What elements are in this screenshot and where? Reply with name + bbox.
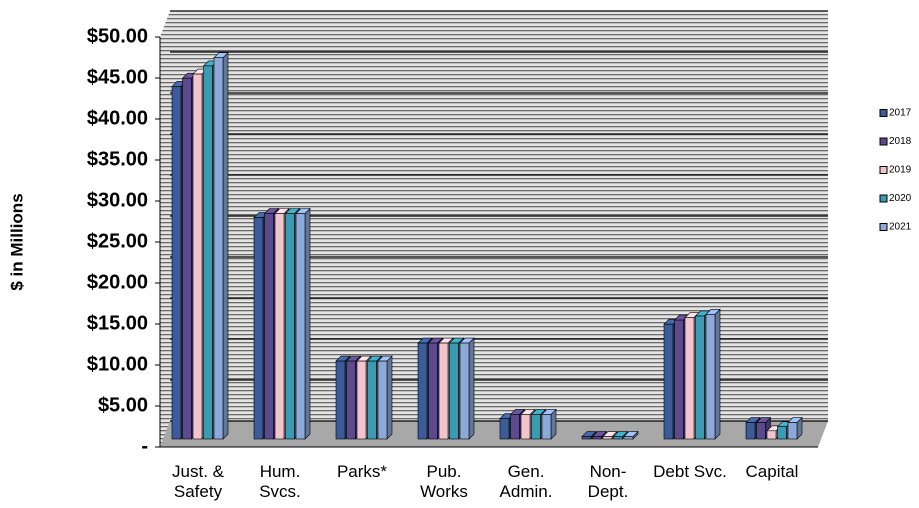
bar xyxy=(285,213,295,440)
bar xyxy=(613,436,623,440)
bar xyxy=(581,436,592,440)
bar xyxy=(417,342,428,440)
bar xyxy=(674,319,684,440)
bar xyxy=(356,360,367,440)
back-wall xyxy=(160,11,828,447)
x-tick-label: Debt Svc. xyxy=(653,462,727,481)
bar xyxy=(777,426,787,440)
bar xyxy=(510,414,520,440)
bar xyxy=(253,217,264,440)
y-tick-label: $30.00 xyxy=(87,189,148,211)
legend-label: 2019 xyxy=(889,165,912,176)
legend-swatch xyxy=(879,166,888,174)
bar xyxy=(623,436,634,440)
bar xyxy=(192,73,203,440)
bar xyxy=(592,436,602,440)
y-axis-title: $ in Millions xyxy=(7,193,26,290)
x-tick-label: Capital xyxy=(745,462,799,481)
y-tick-label: $20.00 xyxy=(87,271,148,293)
bar-side xyxy=(386,355,393,440)
bar xyxy=(531,414,541,440)
y-tick-label: $5.00 xyxy=(98,394,148,416)
y-tick-label: - xyxy=(141,435,148,457)
bar-group xyxy=(213,51,229,440)
bar-group xyxy=(377,355,393,440)
bar xyxy=(335,360,346,440)
bar xyxy=(695,315,705,440)
bar xyxy=(459,342,470,440)
x-tick-label: Just. & Safety xyxy=(172,462,224,501)
legend-label: 2017 xyxy=(889,108,912,119)
bar xyxy=(213,57,224,440)
bar xyxy=(182,77,192,440)
bar xyxy=(787,422,798,440)
bar-group xyxy=(787,416,803,440)
legend-label: 2018 xyxy=(889,136,912,147)
bar xyxy=(756,422,766,440)
bar-group xyxy=(295,207,311,440)
y-tick-label: $15.00 xyxy=(87,312,148,334)
x-tick-label: Hum. Svcs. xyxy=(259,462,301,501)
bar xyxy=(499,418,510,440)
bar xyxy=(428,342,438,440)
bar xyxy=(745,422,756,440)
bar xyxy=(705,314,716,440)
floor xyxy=(160,421,828,447)
bar-group xyxy=(623,430,639,440)
bar xyxy=(602,436,613,440)
legend-label: 2020 xyxy=(889,193,912,204)
bar-side xyxy=(304,207,311,440)
bar xyxy=(663,323,674,440)
y-tick-label: $35.00 xyxy=(87,148,148,170)
x-tick-label: Gen. Admin. xyxy=(499,462,553,501)
legend-swatch xyxy=(879,194,888,203)
bar xyxy=(438,342,449,440)
legend-label: 2021 xyxy=(889,222,912,233)
bar-group xyxy=(459,337,475,440)
y-tick-label: $40.00 xyxy=(87,107,148,129)
legend-swatch xyxy=(879,223,888,231)
bar xyxy=(684,317,695,440)
bar xyxy=(203,65,213,440)
y-tick-label: $10.00 xyxy=(87,353,148,375)
x-tick-label: Non-Dept. xyxy=(587,462,629,501)
bar xyxy=(377,360,388,440)
y-tick-label: $25.00 xyxy=(87,230,148,252)
legend-swatch xyxy=(879,109,888,117)
y-tick-label: $45.00 xyxy=(87,66,148,88)
bar xyxy=(766,430,777,440)
bar-group xyxy=(705,308,721,440)
bar-side xyxy=(468,337,475,440)
bar xyxy=(171,86,182,440)
bar xyxy=(520,414,531,440)
bar xyxy=(449,342,459,440)
legend-swatch xyxy=(879,137,888,146)
bar xyxy=(295,213,306,440)
bar xyxy=(541,414,552,440)
bar xyxy=(367,360,377,440)
y-tick-label: $50.00 xyxy=(87,25,148,47)
bar-side xyxy=(222,51,229,440)
x-tick-label: Parks* xyxy=(336,462,388,481)
x-tick-label: Pub. Works xyxy=(420,462,468,501)
bar xyxy=(346,360,356,440)
bar-group xyxy=(541,408,557,440)
bar-side xyxy=(714,308,721,440)
bar xyxy=(264,213,274,440)
bar xyxy=(274,213,285,440)
